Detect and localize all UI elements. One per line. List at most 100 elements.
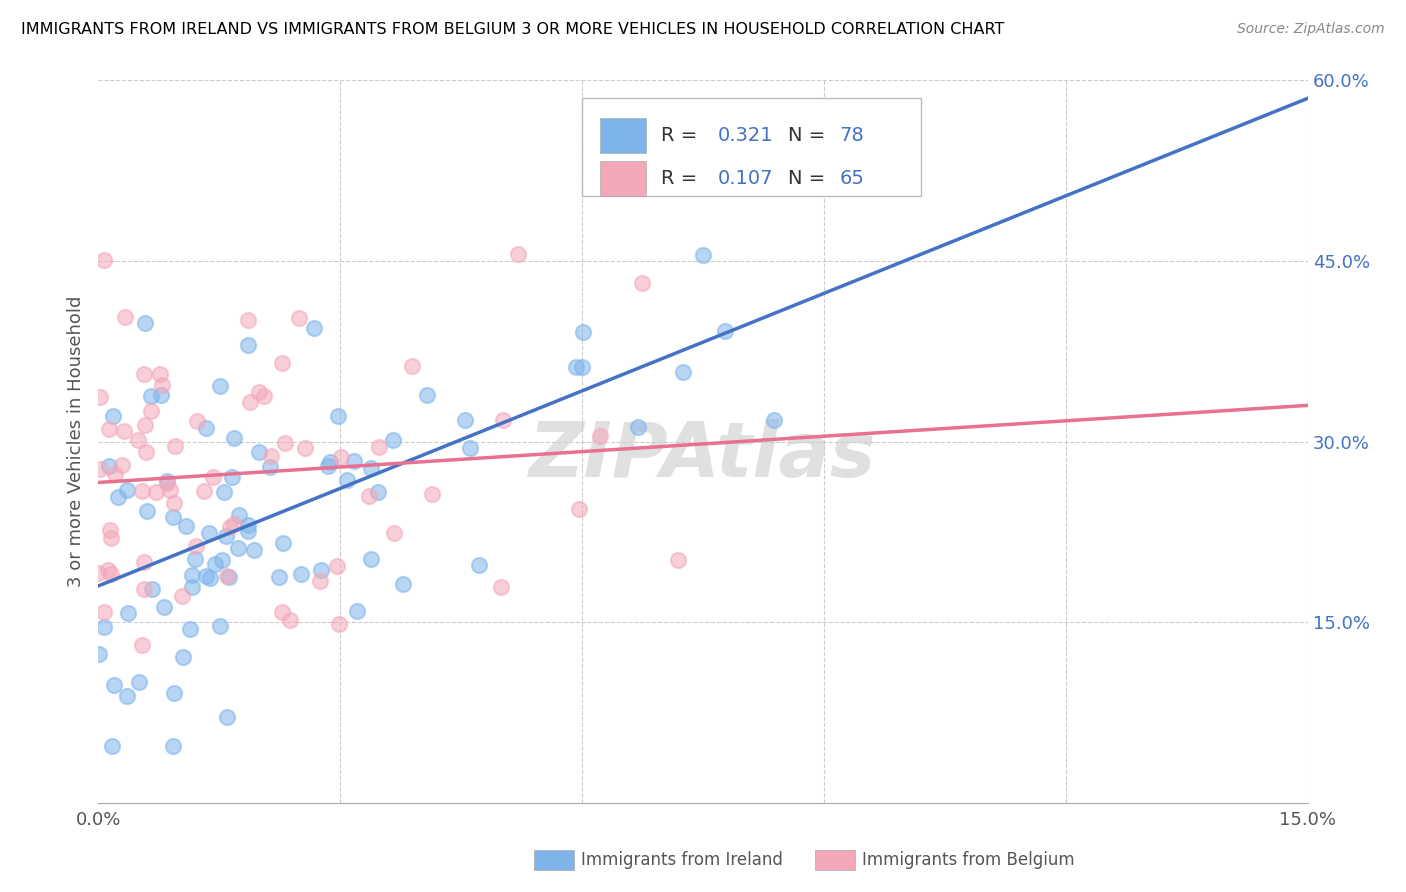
Point: [458, 441, 481, 455]
Point: [97, 563, 120, 577]
Text: 0.321: 0.321: [717, 126, 773, 145]
Point: [222, 517, 245, 532]
Point: [93, 253, 115, 268]
Point: [172, 589, 194, 603]
Point: [103, 678, 125, 692]
Point: [217, 710, 239, 724]
Point: [269, 570, 291, 584]
Point: [367, 485, 389, 500]
Point: [89, 390, 111, 404]
FancyBboxPatch shape: [600, 161, 647, 195]
Point: [247, 444, 270, 458]
Point: [360, 461, 382, 475]
Text: Immigrants from Ireland: Immigrants from Ireland: [581, 851, 783, 869]
Point: [238, 524, 260, 538]
Point: [401, 359, 423, 374]
Point: [159, 483, 181, 497]
Point: [150, 388, 173, 402]
Point: [308, 574, 330, 588]
Point: [89, 462, 111, 476]
Point: [204, 557, 226, 571]
Point: [253, 389, 276, 403]
Point: [316, 458, 339, 473]
Point: [336, 473, 359, 487]
Point: [93, 605, 115, 619]
Point: [193, 483, 215, 498]
Point: [208, 619, 231, 633]
Point: [165, 439, 187, 453]
Point: [195, 568, 218, 582]
Point: [112, 424, 135, 438]
Point: [172, 650, 194, 665]
Point: [382, 433, 405, 447]
Point: [218, 520, 240, 534]
Point: [149, 367, 172, 381]
Point: [273, 536, 295, 550]
Point: [382, 526, 405, 541]
Point: [571, 360, 593, 375]
Point: [762, 412, 785, 426]
Text: N =: N =: [787, 126, 831, 145]
Point: [134, 418, 156, 433]
Point: [115, 483, 138, 497]
Point: [181, 568, 204, 582]
Point: [260, 450, 283, 464]
Point: [100, 531, 122, 545]
Point: [162, 509, 184, 524]
Point: [328, 617, 350, 632]
Point: [180, 580, 202, 594]
Point: [571, 325, 593, 339]
Point: [489, 580, 512, 594]
Point: [454, 413, 477, 427]
Text: R =: R =: [661, 169, 703, 188]
Point: [132, 367, 155, 381]
Y-axis label: 3 or more Vehicles in Household: 3 or more Vehicles in Household: [66, 296, 84, 587]
Point: [343, 454, 366, 468]
Point: [179, 622, 201, 636]
Text: ZIPAtlas: ZIPAtlas: [529, 419, 877, 493]
Point: [224, 431, 246, 445]
Point: [135, 445, 157, 459]
Point: [672, 365, 695, 379]
Point: [184, 552, 207, 566]
Point: [214, 529, 236, 543]
Text: Source: ZipAtlas.com: Source: ZipAtlas.com: [1237, 22, 1385, 37]
Point: [326, 558, 349, 573]
Point: [104, 467, 127, 482]
Point: [319, 455, 342, 469]
Point: [145, 485, 167, 500]
Point: [156, 474, 179, 488]
Point: [132, 555, 155, 569]
Point: [103, 409, 125, 424]
Text: Immigrants from Belgium: Immigrants from Belgium: [862, 851, 1074, 869]
Point: [221, 470, 243, 484]
Point: [228, 508, 250, 522]
Point: [93, 620, 115, 634]
Point: [415, 387, 437, 401]
Point: [278, 613, 301, 627]
Point: [162, 739, 184, 753]
Point: [98, 458, 121, 473]
Point: [202, 470, 225, 484]
Point: [243, 543, 266, 558]
Point: [134, 582, 156, 596]
Point: [290, 566, 312, 581]
FancyBboxPatch shape: [600, 118, 647, 153]
Point: [134, 316, 156, 330]
Point: [107, 490, 129, 504]
Text: R =: R =: [661, 126, 703, 145]
Text: 65: 65: [839, 169, 865, 188]
Point: [714, 324, 737, 338]
Point: [101, 739, 124, 753]
Point: [329, 450, 352, 464]
Point: [304, 320, 326, 334]
Point: [184, 539, 207, 553]
Point: [152, 599, 174, 614]
Point: [271, 605, 294, 619]
Point: [508, 247, 530, 261]
Point: [666, 552, 689, 566]
Point: [492, 413, 515, 427]
Point: [163, 496, 186, 510]
Point: [467, 558, 489, 572]
Point: [208, 378, 231, 392]
